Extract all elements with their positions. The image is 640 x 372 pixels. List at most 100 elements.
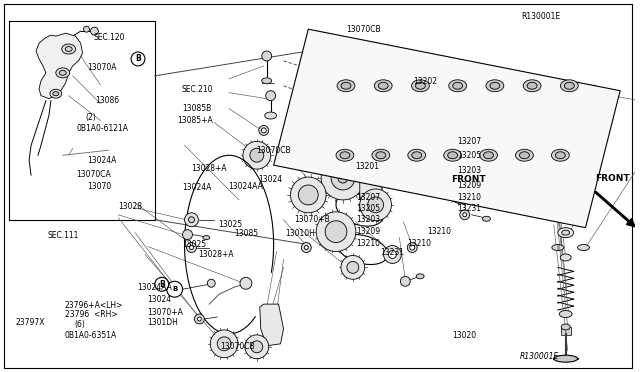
Circle shape bbox=[184, 213, 198, 227]
Text: FRONT: FRONT bbox=[451, 175, 486, 184]
Circle shape bbox=[251, 341, 263, 353]
Ellipse shape bbox=[374, 80, 392, 92]
Circle shape bbox=[155, 277, 169, 291]
Text: 13205: 13205 bbox=[356, 203, 380, 213]
Text: 13024AA: 13024AA bbox=[228, 182, 263, 190]
Text: 13210: 13210 bbox=[427, 227, 451, 235]
Polygon shape bbox=[360, 168, 383, 212]
Ellipse shape bbox=[452, 82, 463, 89]
Polygon shape bbox=[260, 304, 284, 346]
Ellipse shape bbox=[265, 112, 276, 119]
Ellipse shape bbox=[554, 355, 577, 362]
Text: 13203: 13203 bbox=[356, 215, 380, 224]
Circle shape bbox=[262, 51, 271, 61]
Text: 13085B: 13085B bbox=[182, 104, 211, 113]
Text: 13202: 13202 bbox=[413, 77, 437, 86]
Text: 13028+A: 13028+A bbox=[198, 250, 234, 259]
Circle shape bbox=[189, 217, 195, 223]
Ellipse shape bbox=[203, 235, 210, 240]
Circle shape bbox=[182, 230, 193, 240]
Ellipse shape bbox=[520, 152, 529, 159]
Text: 13070+B: 13070+B bbox=[294, 215, 330, 224]
Circle shape bbox=[448, 176, 476, 204]
Circle shape bbox=[360, 189, 392, 221]
Text: 13209: 13209 bbox=[356, 227, 380, 235]
Text: 13209: 13209 bbox=[458, 181, 482, 190]
Ellipse shape bbox=[479, 149, 497, 161]
Text: SEC.120: SEC.120 bbox=[93, 33, 125, 42]
Ellipse shape bbox=[564, 82, 574, 89]
Circle shape bbox=[460, 210, 470, 220]
Ellipse shape bbox=[483, 216, 490, 221]
Circle shape bbox=[250, 148, 264, 162]
Ellipse shape bbox=[449, 80, 467, 92]
Ellipse shape bbox=[552, 244, 564, 250]
Circle shape bbox=[410, 245, 415, 250]
Text: 13210: 13210 bbox=[356, 239, 380, 248]
Ellipse shape bbox=[516, 149, 533, 161]
Ellipse shape bbox=[262, 78, 271, 84]
Circle shape bbox=[401, 276, 410, 286]
Circle shape bbox=[217, 337, 231, 351]
Ellipse shape bbox=[552, 149, 569, 161]
Circle shape bbox=[240, 277, 252, 289]
Text: SEC.210: SEC.210 bbox=[182, 85, 214, 94]
Text: B: B bbox=[172, 286, 177, 292]
Text: 13024: 13024 bbox=[259, 175, 283, 184]
Circle shape bbox=[407, 243, 417, 253]
Circle shape bbox=[331, 166, 355, 190]
Circle shape bbox=[131, 52, 145, 66]
Text: 23797X: 23797X bbox=[15, 318, 45, 327]
Circle shape bbox=[305, 246, 308, 250]
Ellipse shape bbox=[556, 152, 565, 159]
Ellipse shape bbox=[490, 82, 500, 89]
Circle shape bbox=[455, 183, 468, 197]
Circle shape bbox=[197, 317, 202, 321]
Circle shape bbox=[266, 91, 276, 101]
Ellipse shape bbox=[53, 92, 59, 96]
Ellipse shape bbox=[372, 149, 390, 161]
Circle shape bbox=[463, 213, 467, 217]
Text: 13020: 13020 bbox=[452, 331, 477, 340]
Circle shape bbox=[368, 197, 383, 213]
Ellipse shape bbox=[412, 161, 419, 166]
Text: 13070A: 13070A bbox=[87, 62, 116, 72]
Ellipse shape bbox=[559, 311, 572, 318]
Text: 13024: 13024 bbox=[147, 295, 172, 304]
Circle shape bbox=[245, 335, 269, 359]
Ellipse shape bbox=[562, 230, 570, 235]
Text: 13070CB: 13070CB bbox=[346, 25, 381, 34]
Text: 13070CB: 13070CB bbox=[220, 342, 255, 351]
Text: 13231: 13231 bbox=[458, 203, 481, 213]
Circle shape bbox=[195, 314, 204, 324]
Text: 13024A: 13024A bbox=[87, 155, 116, 165]
Ellipse shape bbox=[527, 82, 537, 89]
Text: (2): (2) bbox=[85, 113, 96, 122]
Text: 13210: 13210 bbox=[458, 193, 481, 202]
Ellipse shape bbox=[60, 70, 66, 76]
Text: 13024AA: 13024AA bbox=[138, 283, 173, 292]
Ellipse shape bbox=[378, 82, 388, 89]
Text: B: B bbox=[135, 54, 141, 64]
Circle shape bbox=[243, 141, 271, 169]
Circle shape bbox=[90, 27, 99, 35]
Circle shape bbox=[189, 246, 193, 250]
Circle shape bbox=[301, 243, 311, 253]
Bar bbox=[561, 327, 571, 335]
Ellipse shape bbox=[56, 68, 70, 78]
Circle shape bbox=[84, 26, 90, 32]
Polygon shape bbox=[274, 29, 620, 228]
Circle shape bbox=[186, 243, 196, 253]
Polygon shape bbox=[36, 33, 83, 99]
Text: SEC.111: SEC.111 bbox=[47, 231, 78, 240]
Text: 13201: 13201 bbox=[355, 162, 379, 171]
Circle shape bbox=[338, 173, 348, 183]
Circle shape bbox=[383, 246, 401, 263]
Text: FRONT: FRONT bbox=[595, 174, 630, 183]
Text: 1301DH: 1301DH bbox=[147, 318, 178, 327]
Text: 13231: 13231 bbox=[380, 248, 404, 257]
Text: 13024A: 13024A bbox=[182, 183, 211, 192]
Ellipse shape bbox=[412, 80, 429, 92]
Text: ||: || bbox=[556, 245, 560, 250]
Circle shape bbox=[321, 156, 365, 200]
